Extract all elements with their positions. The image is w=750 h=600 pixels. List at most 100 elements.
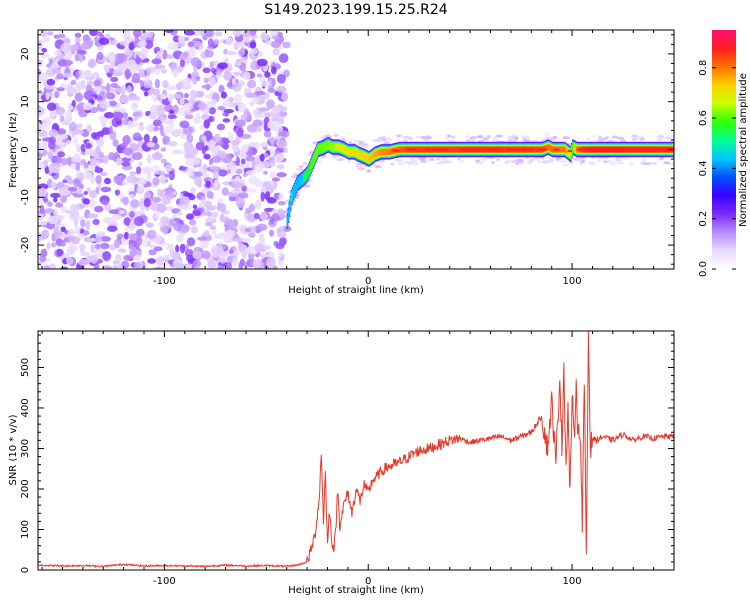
noise-blob <box>217 105 226 111</box>
noise-blob <box>186 167 196 172</box>
noise-blob <box>151 88 161 96</box>
noise-blob <box>40 248 48 258</box>
noise-blob <box>53 197 58 203</box>
ridge-cell <box>398 147 401 152</box>
ridge-cell <box>636 147 638 152</box>
noise-blob <box>56 248 64 257</box>
ridge-cell <box>575 145 577 152</box>
ridge-cell <box>548 146 551 150</box>
ridge-cell <box>648 147 651 152</box>
noise-blob <box>197 236 207 241</box>
noise-blob <box>96 138 104 148</box>
ridge-cell <box>420 147 422 152</box>
noise-blob <box>48 139 56 150</box>
noise-blob <box>254 164 265 173</box>
ridge-halo <box>588 161 596 165</box>
spectrogram-x-axis-label: Height of straight line (km) <box>288 285 424 296</box>
noise-blob <box>225 219 235 229</box>
noise-blob <box>171 69 179 78</box>
noise-blob <box>270 159 275 165</box>
noise-blob <box>207 205 218 211</box>
noise-blob <box>51 233 56 242</box>
noise-blob <box>269 230 274 237</box>
noise-blob <box>147 258 156 264</box>
snr-y-tick-label: 0 <box>20 567 31 573</box>
noise-blob <box>263 92 270 100</box>
ridge-cell <box>566 148 569 155</box>
ridge-cell <box>351 148 354 155</box>
noise-blob <box>276 208 286 218</box>
noise-blob <box>182 51 189 58</box>
noise-blob <box>60 42 71 53</box>
noise-blob <box>38 40 43 50</box>
noise-blob <box>183 110 194 116</box>
noise-blob <box>51 242 57 248</box>
ridge-cell <box>402 147 405 152</box>
ridge-halo <box>476 135 484 139</box>
noise-blob <box>96 95 103 101</box>
ridge-cell <box>326 140 329 150</box>
noise-blob <box>113 88 124 93</box>
ridge-cell <box>422 147 424 152</box>
noise-blob <box>62 72 74 78</box>
ridge-cell <box>455 147 458 152</box>
ridge-peak <box>459 148 467 151</box>
ridge-halo <box>405 161 413 165</box>
noise-blob <box>46 242 51 250</box>
ridge-cell <box>379 150 382 154</box>
ridge-cell <box>561 147 564 152</box>
noise-blob <box>130 95 141 101</box>
noise-blob <box>192 74 198 85</box>
noise-blob <box>64 175 72 181</box>
ridge-cell <box>365 154 367 161</box>
ridge-cell <box>359 151 361 158</box>
noise-blob <box>38 72 48 83</box>
noise-blob <box>160 158 168 164</box>
ridge-cell <box>502 147 505 152</box>
spectrogram-y-tick-label: -20 <box>20 237 31 253</box>
noise-blob <box>43 159 48 168</box>
noise-blob <box>245 92 254 99</box>
ridge-peak <box>567 150 573 153</box>
noise-blob <box>85 71 93 78</box>
noise-blob <box>94 243 101 250</box>
ridge-halo <box>562 163 569 167</box>
ridge-cell <box>345 147 348 154</box>
ridge-cell <box>366 154 368 161</box>
noise-blob <box>112 111 124 122</box>
ridge-cell <box>421 147 423 152</box>
ridge-cell <box>647 147 650 152</box>
noise-blob <box>188 219 197 226</box>
ridge-cell <box>346 148 349 155</box>
noise-blob <box>248 203 255 212</box>
noise-blob <box>87 60 95 69</box>
ridge-cell <box>560 147 563 152</box>
colorbar-tick-label: 0.0 <box>698 261 709 277</box>
ridge-cell <box>364 153 366 160</box>
ridge-halo <box>374 165 382 169</box>
ridge-cell <box>632 147 634 152</box>
ridge-halo <box>617 161 625 165</box>
ridge-cell <box>293 184 296 197</box>
noise-blob <box>166 85 178 91</box>
noise-blob <box>206 191 214 199</box>
noise-blob <box>89 157 97 167</box>
noise-blob <box>240 133 252 140</box>
noise-blob <box>254 243 265 253</box>
noise-blob <box>86 80 95 86</box>
noise-blob <box>168 109 175 114</box>
noise-blob <box>153 246 163 252</box>
noise-blob <box>164 163 172 172</box>
ridge-cell <box>644 147 647 152</box>
noise-blob <box>225 261 233 269</box>
noise-blob <box>264 71 271 78</box>
ridge-halo <box>315 160 323 164</box>
noise-blob <box>254 199 262 210</box>
noise-blob <box>277 111 288 118</box>
noise-blob <box>152 135 158 145</box>
noise-blob <box>214 133 221 143</box>
ridge-cell <box>397 148 400 152</box>
ridge-cell <box>363 153 365 160</box>
noise-blob <box>112 139 119 147</box>
